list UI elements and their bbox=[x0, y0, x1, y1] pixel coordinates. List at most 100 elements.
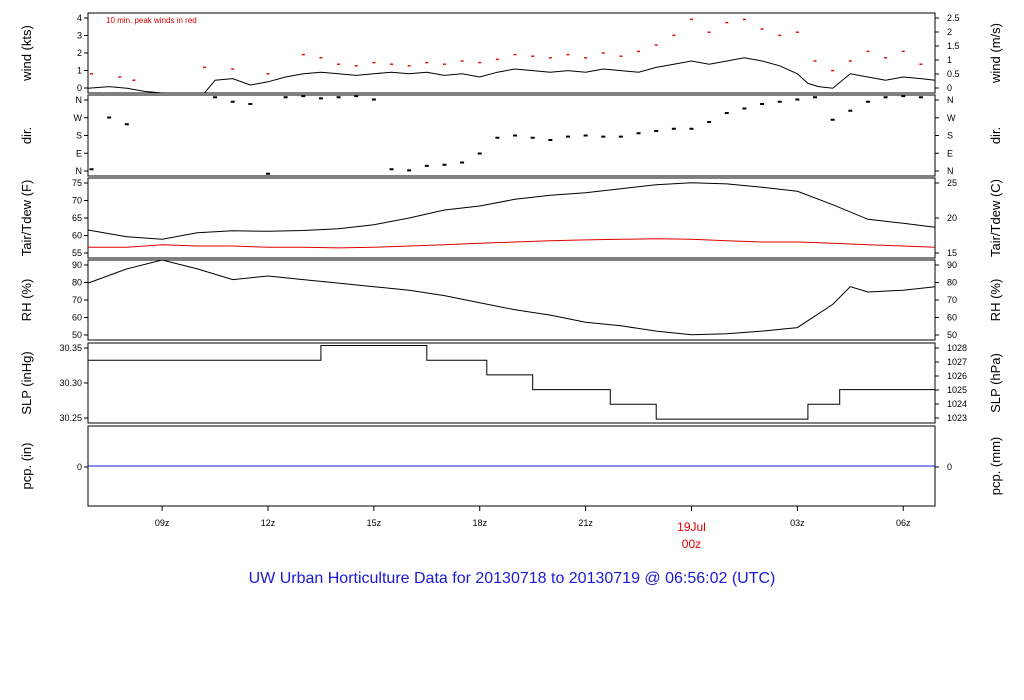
ytick-label-right: 50 bbox=[947, 330, 957, 340]
ytick-label-left: N bbox=[76, 166, 83, 176]
panel-precipitation: pcp. (in) pcp. (mm) 0 0 bbox=[19, 425, 1003, 507]
peak-wind-mark bbox=[778, 34, 782, 37]
direction-point bbox=[636, 132, 641, 135]
ylabel-left: SLP (inHg) bbox=[19, 351, 34, 414]
peak-wind-mark bbox=[390, 63, 394, 65]
ytick-label-right: 80 bbox=[947, 278, 957, 288]
ylabel-right: dir. bbox=[988, 127, 1003, 144]
panel-temperature: Tair/Tdew (F) Tair/Tdew (C) 55 60 65 70 75 15 20… bbox=[19, 177, 1003, 259]
peak-wind-mark bbox=[866, 50, 870, 53]
peak-wind-mark bbox=[584, 57, 588, 59]
peak-wind-mark bbox=[637, 50, 641, 53]
ylabel-left: wind (kts) bbox=[19, 25, 34, 82]
ytick-label-right: 20 bbox=[947, 213, 957, 223]
ytick-label-right: N bbox=[947, 95, 954, 105]
peak-wind-mark bbox=[813, 60, 817, 62]
xtick-label: 09z bbox=[155, 518, 170, 528]
peak-wind-mark bbox=[919, 63, 923, 65]
peak-wind-mark bbox=[442, 63, 446, 65]
peak-wind-mark bbox=[337, 63, 341, 65]
ytick-label-right: 1.5 bbox=[947, 41, 960, 51]
ytick-label-right: 1028 bbox=[947, 343, 967, 353]
direction-point bbox=[777, 100, 782, 103]
direction-point bbox=[689, 127, 694, 130]
ytick-label-right: 0.5 bbox=[947, 69, 960, 79]
direction-point bbox=[230, 100, 235, 103]
direction-point bbox=[265, 172, 270, 175]
direction-point bbox=[795, 98, 800, 101]
direction-point bbox=[760, 103, 765, 105]
direction-point bbox=[89, 168, 94, 171]
xtick-label: 15z bbox=[367, 518, 382, 528]
air-temperature-line bbox=[87, 182, 936, 240]
direction-point bbox=[671, 127, 676, 130]
direction-point bbox=[389, 168, 394, 171]
peak-wind-mark bbox=[202, 66, 206, 69]
ytick-label-right: 15 bbox=[947, 248, 957, 258]
peak-wind-mark bbox=[460, 60, 464, 62]
peak-wind-mark bbox=[654, 44, 658, 46]
ytick-label-left: 60 bbox=[72, 313, 82, 323]
xtick-label: 00z bbox=[682, 537, 701, 551]
direction-point bbox=[813, 96, 818, 99]
direction-point bbox=[407, 169, 412, 172]
direction-point bbox=[583, 134, 588, 137]
peak-wind-mark bbox=[319, 57, 323, 59]
direction-point bbox=[918, 96, 923, 99]
peak-wind-mark bbox=[118, 76, 122, 78]
peak-wind-mark bbox=[90, 73, 94, 75]
peak-wind-mark bbox=[901, 50, 905, 53]
ytick-label-left: 3 bbox=[77, 31, 82, 41]
ylabel-right: SLP (hPa) bbox=[988, 353, 1003, 413]
ytick-label-right: W bbox=[947, 113, 956, 123]
peak-wind-mark bbox=[548, 57, 552, 59]
ytick-label-left: 80 bbox=[72, 278, 82, 288]
ytick-label-left: 2 bbox=[77, 48, 82, 58]
direction-point bbox=[883, 96, 888, 99]
ytick-label-left: 70 bbox=[72, 196, 82, 206]
direction-point bbox=[601, 135, 606, 138]
direction-point bbox=[548, 139, 553, 141]
peak-wind-mark bbox=[831, 69, 835, 72]
peak-wind-mark bbox=[619, 55, 623, 57]
ytick-label-right: N bbox=[947, 166, 954, 176]
ytick-label-right: 1026 bbox=[947, 371, 967, 381]
figure-title: UW Urban Horticulture Data for 20130718 … bbox=[249, 570, 776, 587]
ytick-label-left: S bbox=[76, 131, 82, 141]
ytick-label-left: E bbox=[76, 148, 82, 158]
direction-point bbox=[460, 161, 465, 164]
direction-point bbox=[477, 152, 482, 155]
peak-wind-mark bbox=[707, 31, 711, 33]
ytick-label-right: 2 bbox=[947, 27, 952, 37]
peak-wind-mark bbox=[495, 58, 499, 61]
panel-wind: wind (kts) wind (m/s) 0 1 2 3 4 0 0.5 1 1.5 2 2.5 10 … bbox=[19, 12, 1003, 94]
panel-frame bbox=[87, 94, 936, 177]
direction-point bbox=[618, 135, 623, 138]
direction-point bbox=[354, 95, 359, 98]
xtick-label: 18z bbox=[472, 518, 487, 528]
direction-point bbox=[283, 96, 288, 99]
direction-point bbox=[248, 103, 253, 105]
ytick-label-right: 90 bbox=[947, 260, 957, 270]
peak-wind-mark bbox=[407, 65, 411, 67]
direction-point bbox=[654, 130, 659, 132]
peak-wind-mark bbox=[689, 18, 693, 21]
direction-point bbox=[901, 95, 906, 98]
direction-point bbox=[707, 121, 712, 123]
ytick-label-right: 60 bbox=[947, 313, 957, 323]
ytick-label-left: 70 bbox=[72, 295, 82, 305]
direction-point bbox=[124, 123, 129, 126]
peak-wind-mark bbox=[601, 52, 605, 54]
direction-point bbox=[513, 134, 518, 137]
dewpoint-line bbox=[88, 238, 936, 249]
peak-wind-mark bbox=[672, 34, 676, 37]
ytick-label-right: 70 bbox=[947, 295, 957, 305]
xtick-label: 12z bbox=[261, 518, 276, 528]
ylabel-right: wind (m/s) bbox=[988, 23, 1003, 84]
xtick-date-label: 19Jul bbox=[677, 520, 706, 534]
ylabel-left: Tair/Tdew (F) bbox=[19, 180, 34, 257]
ytick-label-left: 90 bbox=[72, 260, 82, 270]
direction-point bbox=[213, 96, 218, 99]
